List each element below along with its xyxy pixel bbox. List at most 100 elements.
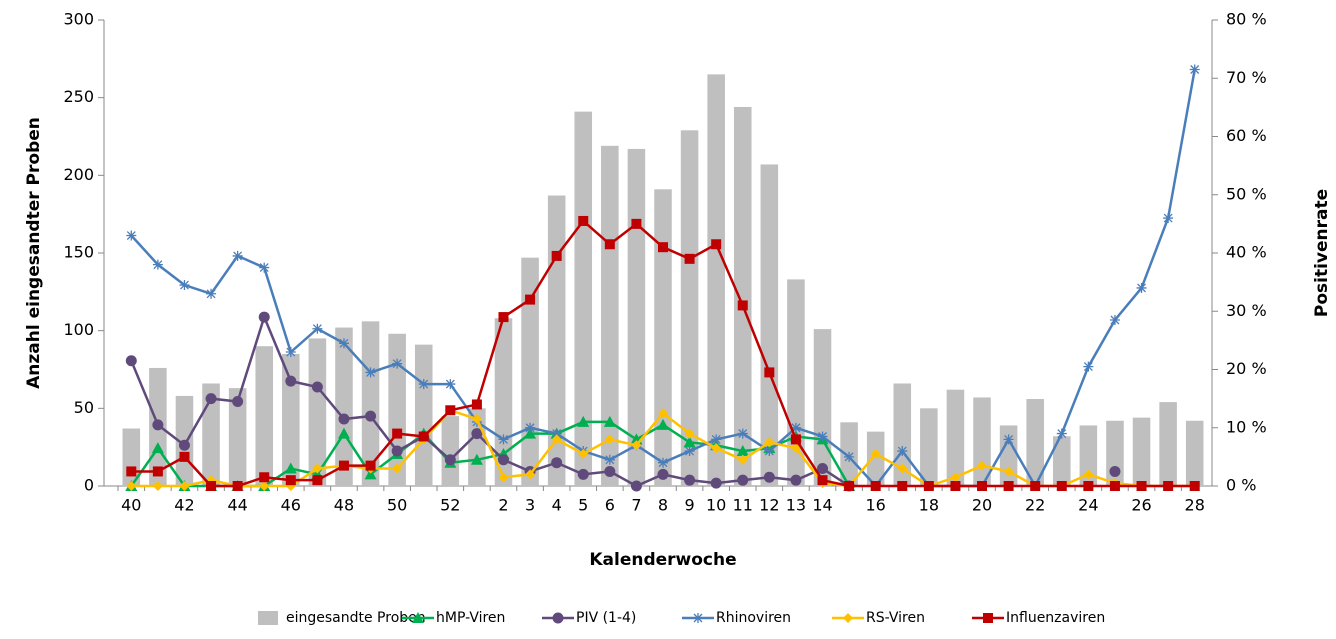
marker bbox=[844, 481, 855, 491]
y2-axis-title: Positivenrate bbox=[1312, 189, 1332, 317]
marker bbox=[259, 481, 270, 491]
y2-tick-label: 10 % bbox=[1226, 417, 1267, 436]
marker bbox=[205, 393, 217, 405]
marker bbox=[577, 468, 589, 480]
marker bbox=[977, 481, 988, 491]
marker bbox=[152, 419, 164, 431]
x-tick-label: 5 bbox=[578, 496, 588, 515]
bar bbox=[893, 383, 912, 486]
marker bbox=[870, 481, 881, 491]
bar bbox=[282, 353, 300, 486]
bar bbox=[255, 346, 273, 486]
x-tick-label: 11 bbox=[733, 496, 753, 515]
marker bbox=[392, 358, 403, 369]
x-tick-label: 13 bbox=[786, 496, 806, 515]
bar bbox=[1026, 399, 1044, 486]
marker bbox=[578, 215, 589, 226]
marker bbox=[391, 445, 403, 457]
bar bbox=[813, 329, 832, 486]
x-tick-label: 9 bbox=[684, 496, 694, 515]
bar bbox=[787, 279, 805, 486]
marker bbox=[312, 323, 323, 334]
marker bbox=[525, 469, 536, 480]
x-tick-label: 14 bbox=[812, 496, 832, 515]
marker bbox=[471, 414, 482, 425]
marker bbox=[497, 454, 509, 466]
marker bbox=[1163, 213, 1174, 224]
marker bbox=[1109, 465, 1121, 477]
marker bbox=[1083, 361, 1094, 372]
marker bbox=[498, 434, 509, 445]
x-tick-label: 40 bbox=[121, 496, 141, 515]
marker bbox=[284, 462, 297, 474]
marker bbox=[711, 434, 722, 445]
x-tick-label: 16 bbox=[866, 496, 886, 515]
y-tick-label: 250 bbox=[63, 87, 94, 106]
x-tick-label: 50 bbox=[387, 496, 407, 515]
legend-label: Rhinoviren bbox=[716, 610, 791, 626]
x-tick-label: 48 bbox=[334, 496, 354, 515]
bar bbox=[1159, 402, 1177, 486]
marker bbox=[312, 463, 323, 474]
marker bbox=[232, 250, 243, 261]
y2-tick-label: 60 % bbox=[1226, 126, 1267, 145]
marker bbox=[1056, 428, 1067, 439]
bar bbox=[1132, 417, 1151, 486]
bar bbox=[494, 318, 513, 486]
bar bbox=[733, 106, 752, 486]
bar bbox=[228, 388, 247, 486]
marker bbox=[711, 443, 722, 454]
bar bbox=[1185, 420, 1204, 486]
marker bbox=[737, 474, 749, 486]
marker bbox=[1163, 481, 1174, 491]
line bbox=[131, 317, 1115, 486]
marker bbox=[790, 434, 801, 445]
marker bbox=[1189, 64, 1200, 75]
marker bbox=[736, 445, 749, 457]
marker bbox=[232, 396, 244, 408]
marker bbox=[1136, 282, 1147, 293]
marker bbox=[445, 405, 456, 416]
marker bbox=[365, 367, 376, 378]
marker bbox=[206, 481, 217, 491]
bar bbox=[1079, 425, 1098, 486]
marker bbox=[1136, 481, 1147, 491]
bar bbox=[547, 195, 566, 486]
marker bbox=[658, 408, 668, 419]
marker bbox=[206, 288, 217, 299]
y-axis-title: Anzahl eingesandter Proben bbox=[24, 117, 44, 389]
marker bbox=[259, 472, 270, 483]
marker bbox=[418, 431, 429, 442]
marker bbox=[897, 481, 908, 491]
x-tick-label: 6 bbox=[605, 496, 615, 515]
bar bbox=[601, 145, 619, 486]
bar bbox=[920, 408, 938, 486]
bar bbox=[308, 338, 327, 486]
y-tick-label: 300 bbox=[63, 10, 94, 29]
marker bbox=[983, 613, 993, 623]
marker bbox=[683, 436, 696, 448]
marker bbox=[498, 312, 509, 323]
marker bbox=[737, 454, 748, 465]
marker bbox=[604, 465, 616, 477]
marker bbox=[684, 446, 695, 457]
x-tick-label: 7 bbox=[631, 496, 641, 515]
marker bbox=[338, 460, 349, 471]
bar bbox=[414, 344, 433, 486]
marker bbox=[392, 428, 403, 439]
x-tick-label: 12 bbox=[759, 496, 779, 515]
marker bbox=[817, 463, 829, 475]
marker bbox=[897, 446, 908, 457]
marker bbox=[152, 259, 163, 270]
marker bbox=[471, 399, 482, 410]
x-tick-label: 3 bbox=[525, 496, 535, 515]
marker bbox=[923, 481, 934, 491]
marker bbox=[525, 294, 536, 305]
marker bbox=[126, 230, 137, 241]
marker bbox=[631, 440, 642, 451]
marker bbox=[525, 422, 536, 433]
marker bbox=[658, 242, 668, 253]
marker bbox=[737, 428, 748, 439]
marker bbox=[817, 431, 828, 442]
y2-tick-label: 20 % bbox=[1226, 359, 1267, 378]
